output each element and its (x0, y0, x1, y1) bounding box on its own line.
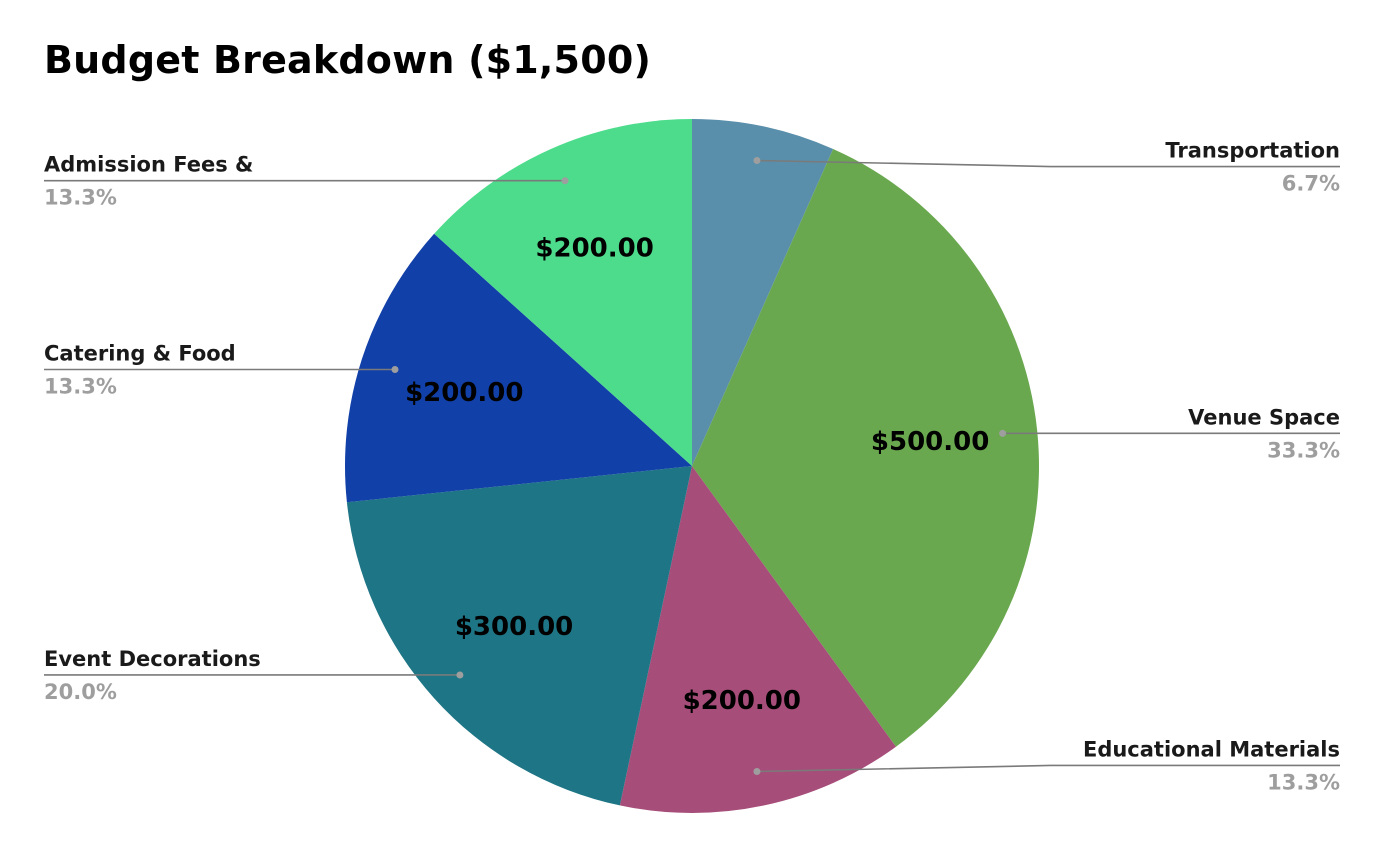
slice-value-label-admission-fees-and: $200.00 (535, 233, 653, 263)
pie-slice-catering-and-food (345, 233, 692, 503)
leader-dot-venue-space (999, 429, 1007, 437)
slice-value-label-catering-and-food: $200.00 (405, 378, 523, 408)
leader-dot-transportation (753, 157, 761, 165)
leader-line-transportation (756, 159, 1340, 168)
pie-slice-event-decorations (346, 466, 692, 806)
leader-dot-admission-fees-and (561, 177, 569, 185)
leader-dot-educational-materials (753, 767, 761, 775)
slice-percent-label-educational-materials: 13.3% (1267, 770, 1340, 794)
slice-percent-label-admission-fees-and: 13.3% (44, 186, 117, 210)
leader-dot-catering-and-food (391, 365, 399, 373)
slice-percent-label-catering-and-food: 13.3% (44, 374, 117, 398)
slice-name-label-educational-materials: Educational Materials (1083, 737, 1340, 761)
slice-value-label-educational-materials: $200.00 (683, 686, 801, 716)
pie-slice-admission-fees-and (434, 119, 692, 466)
leader-line-educational-materials (756, 764, 1340, 773)
slice-name-label-event-decorations: Event Decorations (44, 647, 261, 671)
pie-slice-educational-materials (619, 466, 896, 813)
slice-percent-label-venue-space: 33.3% (1267, 438, 1340, 462)
pie-slice-transportation (692, 119, 834, 466)
slice-value-label-venue-space: $500.00 (871, 427, 989, 457)
slice-name-label-admission-fees-and: Admission Fees & (44, 153, 253, 177)
pie-slice-venue-space (692, 148, 1039, 747)
slice-percent-label-event-decorations: 20.0% (44, 680, 117, 704)
slice-name-label-venue-space: Venue Space (1188, 405, 1340, 429)
slice-name-label-transportation: Transportation (1165, 139, 1340, 163)
slice-percent-label-transportation: 6.7% (1282, 172, 1340, 196)
chart-title: Budget Breakdown ($1,500) (44, 38, 652, 82)
slice-name-label-catering-and-food: Catering & Food (44, 341, 236, 365)
leader-dot-event-decorations (456, 671, 464, 679)
slice-value-label-event-decorations: $300.00 (455, 612, 573, 642)
